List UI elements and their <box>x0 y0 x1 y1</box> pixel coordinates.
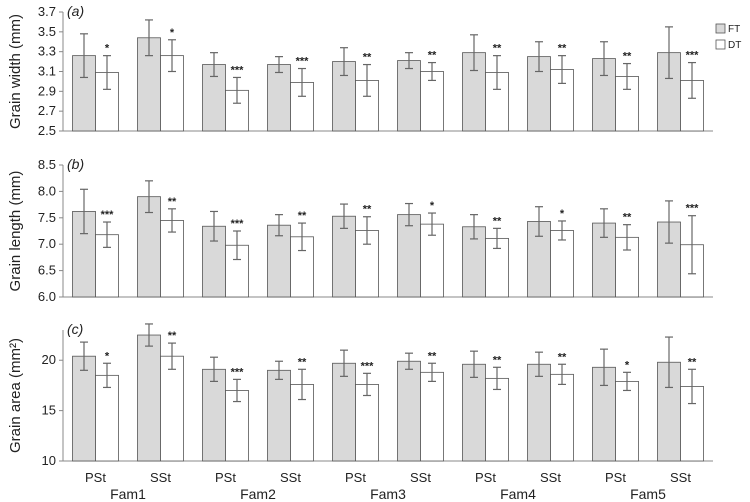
bar-ft <box>202 368 226 462</box>
significance-label: ** <box>428 350 437 362</box>
bar-dt <box>550 373 574 462</box>
bar-ft <box>397 360 421 462</box>
x-tick-label: SSt <box>410 470 431 485</box>
y-tick-label: 8.0 <box>38 183 56 198</box>
family-label: Fam3 <box>370 486 406 502</box>
significance-label: * <box>170 27 175 39</box>
legend: FT DT <box>715 23 741 51</box>
significance-label: ** <box>363 52 372 64</box>
legend-swatch-dt <box>715 39 726 50</box>
significance-label: *** <box>686 50 700 62</box>
x-tick-label: SSt <box>280 470 301 485</box>
x-tick-label: PSt <box>345 470 366 485</box>
y-tick-label: 2.7 <box>38 103 56 118</box>
x-tick-label: PSt <box>475 470 496 485</box>
legend-swatch-ft <box>715 23 726 34</box>
significance-label: *** <box>296 56 310 68</box>
significance-label: *** <box>231 366 245 378</box>
legend-label-ft: FT <box>728 24 740 35</box>
x-tick-label: SSt <box>670 470 691 485</box>
x-tick-label: PSt <box>85 470 106 485</box>
significance-label: ** <box>428 50 437 62</box>
x-tick-label: PSt <box>215 470 236 485</box>
bar-dt <box>95 374 119 462</box>
y-axis-label: Grain length (mm) <box>7 171 24 292</box>
significance-label: * <box>430 200 435 212</box>
legend-label-dt: DT <box>728 40 741 51</box>
bar-ft <box>397 214 421 298</box>
significance-label: * <box>625 359 630 371</box>
y-tick-label: 7.5 <box>38 210 56 225</box>
y-tick-label: 10 <box>42 453 56 468</box>
bar-ft <box>332 362 356 462</box>
significance-label: ** <box>363 204 372 216</box>
bar-ft <box>527 363 551 462</box>
x-axis-labels: PSt SSt PSt SSt PSt SSt PSt SSt PSt SSt Fam1 Fam2 Fa… <box>85 470 691 502</box>
significance-label: ** <box>493 354 502 366</box>
bar-dt <box>615 380 639 462</box>
bar-dt <box>485 377 509 462</box>
significance-label: ** <box>558 351 567 363</box>
significance-label: ** <box>298 210 307 222</box>
significance-label: ** <box>493 215 502 227</box>
bar-ft <box>267 64 291 132</box>
bar-ft <box>462 363 486 462</box>
significance-label: ** <box>168 196 177 208</box>
bar-ft <box>137 334 161 462</box>
panel-label: (a) <box>67 3 84 19</box>
family-label: Fam1 <box>110 486 146 502</box>
significance-label: *** <box>101 209 115 221</box>
bar-ft <box>267 369 291 462</box>
y-tick-label: 20 <box>42 352 56 367</box>
y-tick-label: 6.0 <box>38 289 56 304</box>
significance-label: ** <box>493 43 502 55</box>
significance-label: ** <box>298 356 307 368</box>
y-tick-label: 3.7 <box>38 4 56 19</box>
significance-label: * <box>560 208 565 220</box>
bar-dt <box>420 371 444 462</box>
significance-label: ** <box>168 330 177 342</box>
y-tick-label: 3.1 <box>38 64 56 79</box>
family-label: Fam4 <box>500 486 536 502</box>
significance-label: * <box>105 350 110 362</box>
family-label: Fam5 <box>630 486 666 502</box>
bar-ft <box>397 60 421 132</box>
panel-label: (c) <box>67 321 83 337</box>
significance-label: *** <box>231 64 245 76</box>
significance-label: ** <box>558 43 567 55</box>
significance-label: *** <box>231 218 245 230</box>
x-tick-label: SSt <box>150 470 171 485</box>
y-tick-label: 2.5 <box>38 123 56 138</box>
bar-ft <box>72 355 96 462</box>
y-tick-label: 8.5 <box>38 157 56 172</box>
y-tick-label: 2.9 <box>38 83 56 98</box>
significance-label: ** <box>623 212 632 224</box>
significance-label: *** <box>361 360 375 372</box>
significance-label: ** <box>688 356 697 368</box>
y-axis-label: Grain width (mm) <box>7 14 24 129</box>
bar-dt <box>160 355 184 462</box>
y-tick-label: 15 <box>42 403 56 418</box>
y-tick-label: 7.0 <box>38 236 56 251</box>
significance-label: ** <box>623 51 632 63</box>
family-label: Fam2 <box>240 486 276 502</box>
chart-panels: 2.5 2.7 2.9 3.1 3.3 3.5 3.7 Grain width (mm) (a)… <box>7 3 713 468</box>
significance-label: * <box>105 43 110 55</box>
x-tick-label: SSt <box>540 470 561 485</box>
significance-label: *** <box>686 203 700 215</box>
panel-1: 2.5 2.7 2.9 3.1 3.3 3.5 3.7 Grain width (mm) (a)… <box>7 3 713 138</box>
x-tick-label: PSt <box>605 470 626 485</box>
panel-label: (b) <box>67 156 84 172</box>
y-tick-label: 6.5 <box>38 263 56 278</box>
y-axis-label: Grain area (mm²) <box>7 338 24 453</box>
y-tick-label: 3.5 <box>38 24 56 39</box>
y-tick-label: 3.3 <box>38 44 56 59</box>
